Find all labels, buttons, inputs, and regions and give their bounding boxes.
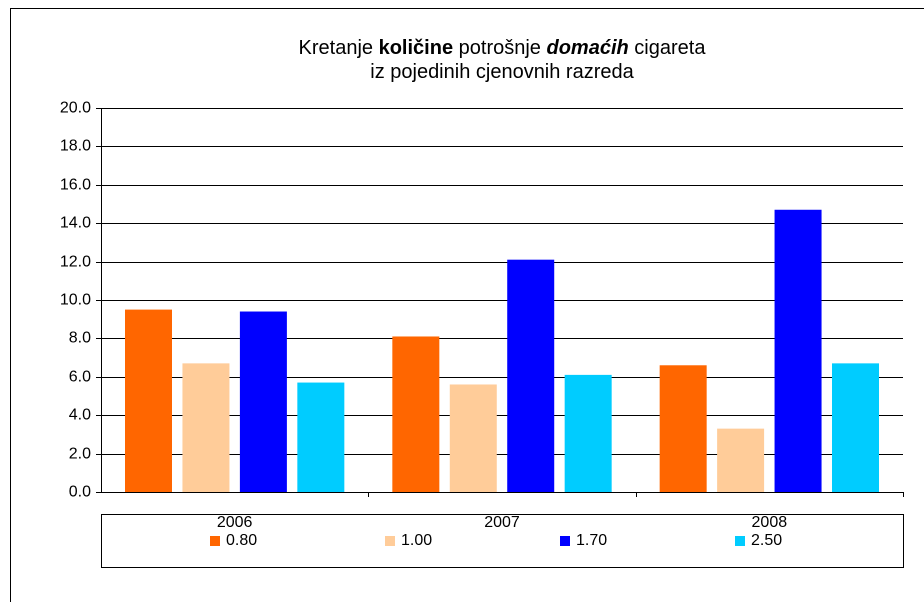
y-tick-label: 8.0 xyxy=(69,330,91,347)
title-part: potrošnje xyxy=(458,37,541,59)
legend-label: 0.80 xyxy=(226,532,257,549)
x-tick-label: 2006 xyxy=(217,514,253,531)
bar xyxy=(239,311,287,492)
title-part: Kretanje xyxy=(298,37,374,59)
bar xyxy=(564,374,612,492)
legend-box xyxy=(101,514,904,568)
title-part: iz pojedinih cjenovnih razreda xyxy=(370,61,634,83)
y-tick-label: 14.0 xyxy=(60,215,91,232)
title-part: količine xyxy=(378,37,454,59)
legend-swatch xyxy=(735,536,745,546)
chart-frame xyxy=(10,8,924,602)
y-tick-label: 16.0 xyxy=(60,177,91,194)
bar xyxy=(125,309,172,492)
legend-swatch xyxy=(385,536,395,546)
y-tick-label: 20.0 xyxy=(60,100,91,117)
x-tick-label: 2008 xyxy=(752,514,788,531)
bar xyxy=(717,428,765,492)
bar xyxy=(507,259,555,492)
y-tick-label: 10.0 xyxy=(60,292,91,309)
title-part: domaćih xyxy=(546,37,629,59)
x-tick-label: 2007 xyxy=(484,514,520,531)
y-tick-label: 6.0 xyxy=(69,369,91,386)
legend-label: 1.00 xyxy=(401,532,432,549)
bar xyxy=(449,384,497,492)
legend-swatch xyxy=(210,536,220,546)
bar xyxy=(659,365,707,492)
bar xyxy=(297,382,345,492)
y-tick-label: 4.0 xyxy=(69,407,91,424)
bar xyxy=(392,336,440,492)
bar xyxy=(774,209,822,492)
title-part: cigareta xyxy=(634,37,706,59)
bar xyxy=(182,363,230,492)
y-tick-label: 12.0 xyxy=(60,254,91,271)
y-tick-label: 0.0 xyxy=(69,484,91,501)
bar xyxy=(832,363,879,492)
y-tick-label: 18.0 xyxy=(60,138,91,155)
legend-label: 1.70 xyxy=(576,532,607,549)
y-tick-label: 2.0 xyxy=(69,446,91,463)
legend-swatch xyxy=(560,536,570,546)
chart-title: Kretanje količine potrošnje domaćih ciga… xyxy=(101,36,903,84)
legend-label: 2.50 xyxy=(751,532,782,549)
